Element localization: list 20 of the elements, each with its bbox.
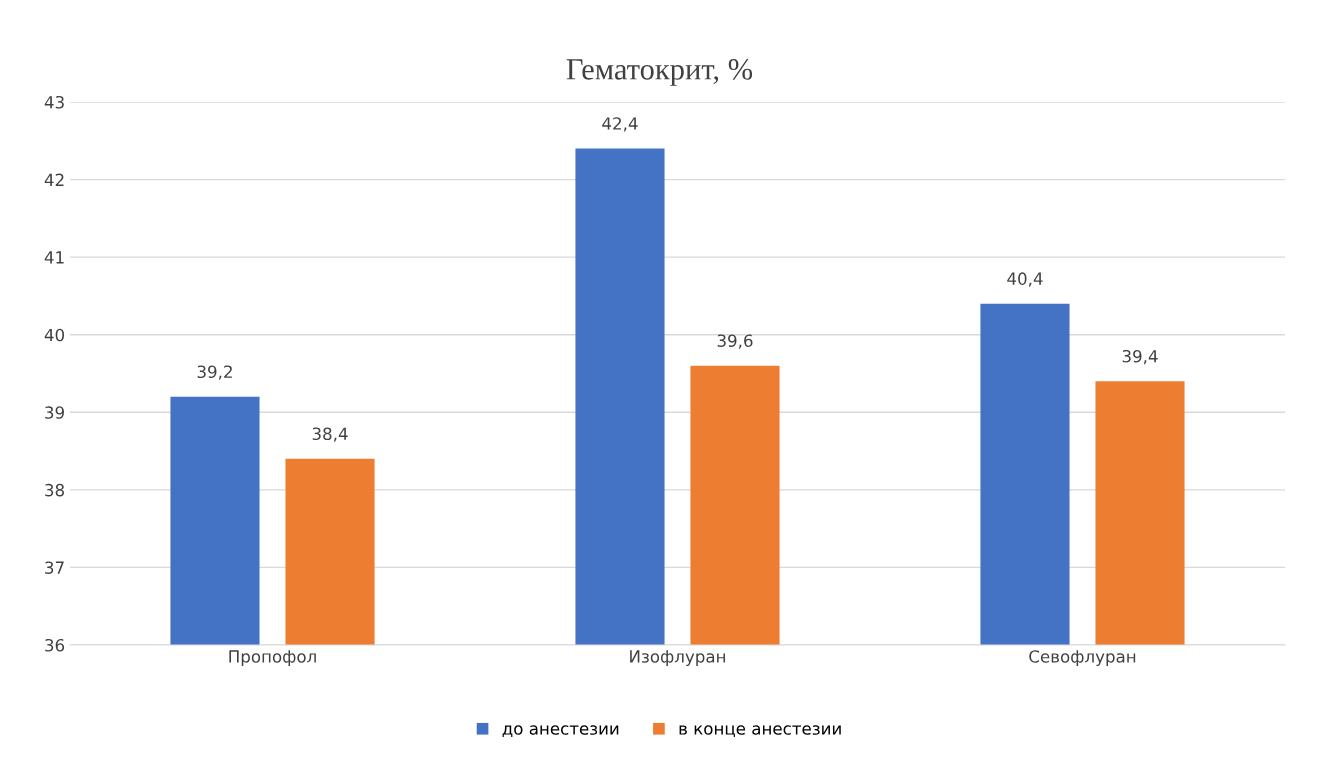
data-label: 39,6 bbox=[717, 334, 753, 349]
x-tick-label: Пропофол bbox=[229, 650, 316, 666]
data-label: 42,4 bbox=[602, 117, 638, 132]
data-label: 39,2 bbox=[197, 365, 232, 380]
legend-label: в конце анестезии bbox=[679, 725, 841, 737]
data-label: 39,4 bbox=[1122, 349, 1158, 365]
x-tick-label: Изофлуран bbox=[630, 650, 725, 666]
y-tick-label: 37 bbox=[45, 561, 64, 574]
data-label: 40,4 bbox=[1007, 272, 1043, 287]
legend-label: до анестезии bbox=[502, 725, 619, 737]
y-tick-label: 43 bbox=[44, 95, 64, 109]
chart-title: Гематокрит, % bbox=[566, 59, 753, 86]
y-tick-label: 40 bbox=[44, 328, 65, 342]
y-tick-label: 41 bbox=[44, 251, 64, 264]
y-tick-label: 36 bbox=[45, 638, 65, 652]
data-label: 38,4 bbox=[312, 427, 348, 442]
x-tick-label: Севофлуран bbox=[1029, 650, 1136, 666]
y-tick-label: 38 bbox=[45, 483, 64, 497]
y-tick-label: 39 bbox=[45, 406, 64, 419]
y-tick-label: 42 bbox=[44, 173, 64, 186]
